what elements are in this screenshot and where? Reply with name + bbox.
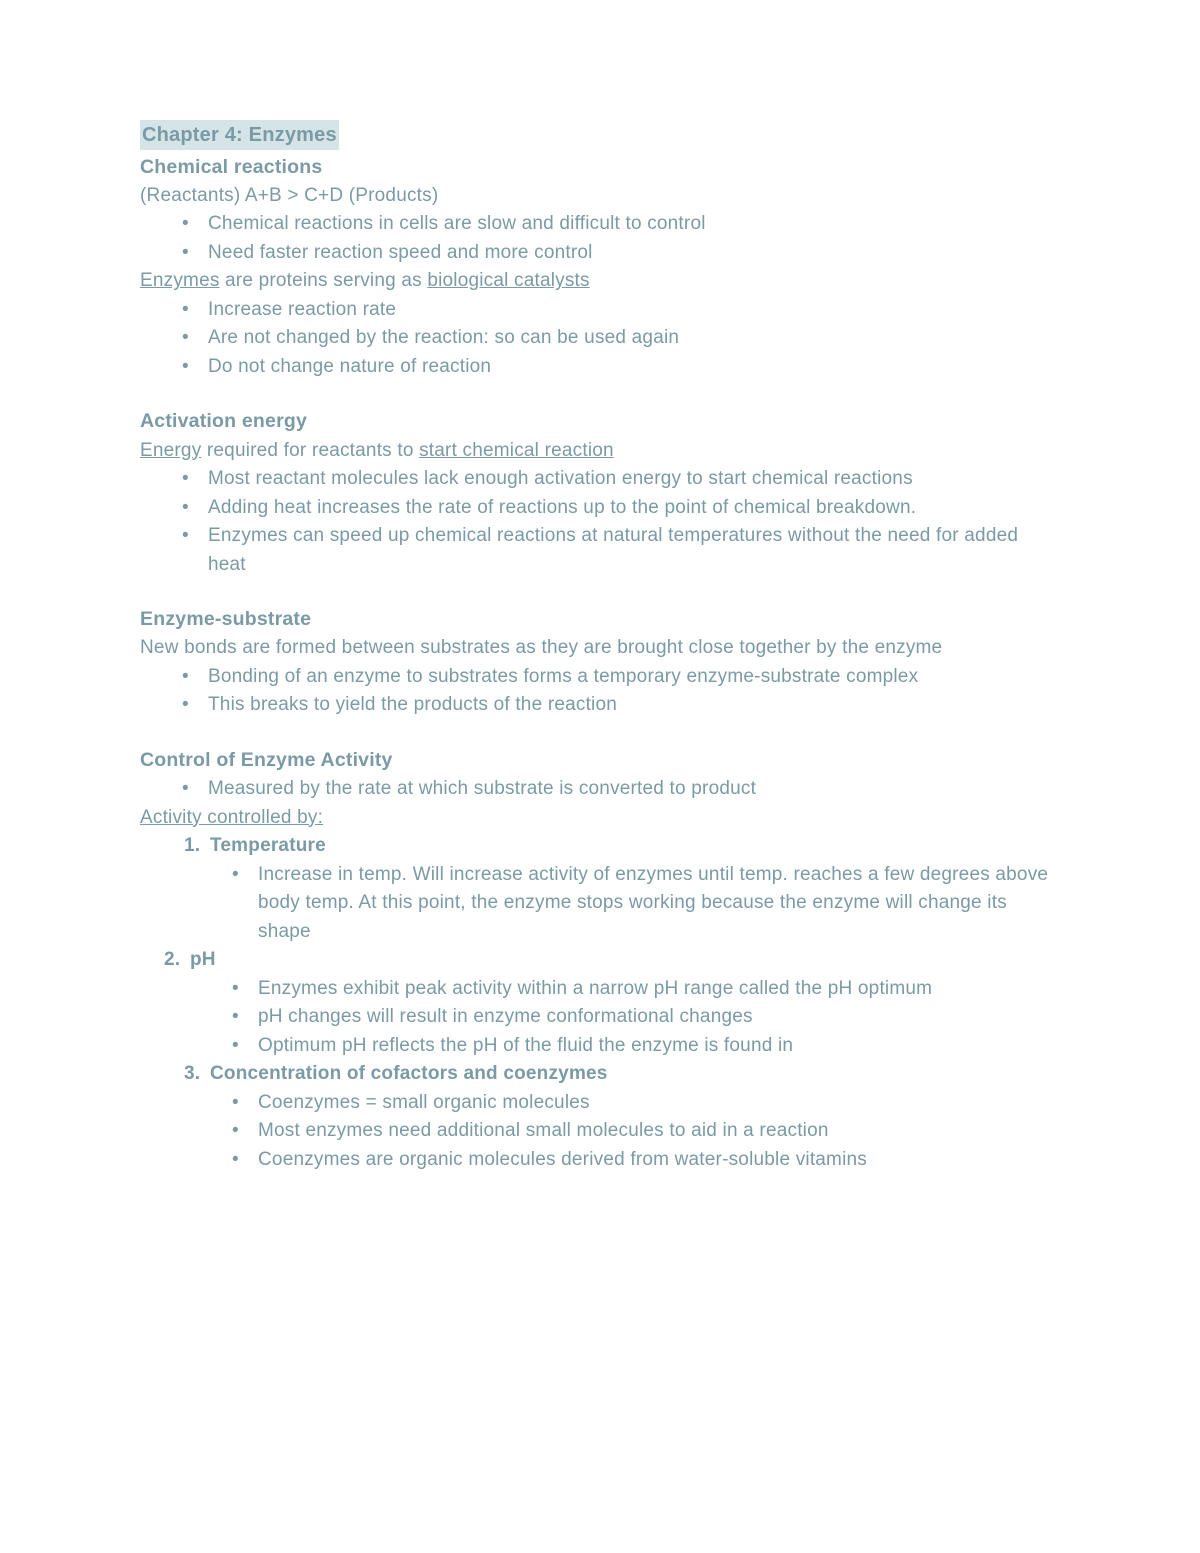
control-activity-list: Measured by the rate at which substrate … xyxy=(140,775,1060,804)
list-item: Increase reaction rate xyxy=(208,296,1060,325)
section-heading-chemical-reactions: Chemical reactions xyxy=(140,153,1060,182)
list-text: Enzymes can speed up chemical reactions … xyxy=(208,525,1018,575)
list-item: This breaks to yield the products of the… xyxy=(208,691,1060,720)
activation-energy-list: Most reactant molecules lack enough acti… xyxy=(140,465,1060,579)
chemical-reactions-list-2: Increase reaction rate Are not changed b… xyxy=(140,296,1060,382)
list-text: Increase in temp. Will increase activity… xyxy=(258,864,1048,942)
underline-start-reaction: start chemical reaction xyxy=(419,440,614,461)
ph-sublist: Enzymes exhibit peak activity within a n… xyxy=(140,975,1060,1061)
activity-controlled-by: Activity controlled by: xyxy=(140,804,1060,833)
list-text: Increase reaction rate xyxy=(208,299,396,320)
factor-cofactors: Concentration of cofactors and coenzymes xyxy=(190,1060,1060,1089)
list-item: Most enzymes need additional small molec… xyxy=(258,1117,1060,1146)
enzymes-definition: Enzymes are proteins serving as biologic… xyxy=(140,267,1060,296)
list-text: This breaks to yield the products of the… xyxy=(208,694,617,715)
underline-energy: Energy xyxy=(140,440,201,461)
equation-line: (Reactants) A+B > C+D (Products) xyxy=(140,182,1060,211)
control-factors-list: Temperature xyxy=(140,832,1060,861)
factor-label: Concentration of cofactors and coenzymes xyxy=(210,1063,608,1084)
list-text: Most reactant molecules lack enough acti… xyxy=(208,468,913,489)
factor-temperature: Temperature xyxy=(190,832,1060,861)
list-item: Chemical reactions in cells are slow and… xyxy=(208,210,1060,239)
enzyme-substrate-intro: New bonds are formed between substrates … xyxy=(140,634,1060,663)
section-heading-enzyme-substrate: Enzyme-substrate xyxy=(140,605,1060,634)
list-text: Adding heat increases the rate of reacti… xyxy=(208,497,916,518)
factor-ph: pH xyxy=(170,946,1060,975)
control-factors-list-2: pH xyxy=(140,946,1060,975)
list-text: Enzymes exhibit peak activity within a n… xyxy=(258,978,932,999)
chemical-reactions-list-1: Chemical reactions in cells are slow and… xyxy=(140,210,1060,267)
list-text: Optimum pH reflects the pH of the fluid … xyxy=(258,1035,793,1056)
section-heading-activation-energy: Activation energy xyxy=(140,407,1060,436)
list-item: Measured by the rate at which substrate … xyxy=(208,775,1060,804)
underline-activity: Activity controlled by: xyxy=(140,807,323,828)
list-text: Measured by the rate at which substrate … xyxy=(208,778,756,799)
list-item: Do not change nature of reaction xyxy=(208,353,1060,382)
list-text: Chemical reactions in cells are slow and… xyxy=(208,213,706,234)
list-text: Coenzymes are organic molecules derived … xyxy=(258,1149,867,1170)
control-factors-list-3: Concentration of cofactors and coenzymes xyxy=(140,1060,1060,1089)
list-item: Coenzymes are organic molecules derived … xyxy=(258,1146,1060,1175)
list-text: pH changes will result in enzyme conform… xyxy=(258,1006,753,1027)
factor-label: pH xyxy=(190,949,216,970)
list-text: Need faster reaction speed and more cont… xyxy=(208,242,593,263)
text: are proteins serving as xyxy=(220,270,428,291)
factor-label: Temperature xyxy=(210,835,326,856)
list-item: Enzymes can speed up chemical reactions … xyxy=(208,522,1060,579)
list-text: Coenzymes = small organic molecules xyxy=(258,1092,590,1113)
list-item: Coenzymes = small organic molecules xyxy=(258,1089,1060,1118)
text: required for reactants to xyxy=(201,440,419,461)
section-heading-control-enzyme-activity: Control of Enzyme Activity xyxy=(140,746,1060,775)
list-item: Increase in temp. Will increase activity… xyxy=(258,861,1060,947)
list-item: Most reactant molecules lack enough acti… xyxy=(208,465,1060,494)
list-item: Bonding of an enzyme to substrates forms… xyxy=(208,663,1060,692)
chapter-title: Chapter 4: Enzymes xyxy=(140,120,339,150)
cofactors-sublist: Coenzymes = small organic molecules Most… xyxy=(140,1089,1060,1175)
list-text: Bonding of an enzyme to substrates forms… xyxy=(208,666,918,687)
list-item: Adding heat increases the rate of reacti… xyxy=(208,494,1060,523)
list-item: Need faster reaction speed and more cont… xyxy=(208,239,1060,268)
underline-catalysts: biological catalysts xyxy=(427,270,589,291)
list-item: pH changes will result in enzyme conform… xyxy=(258,1003,1060,1032)
list-text: Do not change nature of reaction xyxy=(208,356,491,377)
list-item: Enzymes exhibit peak activity within a n… xyxy=(258,975,1060,1004)
list-item: Optimum pH reflects the pH of the fluid … xyxy=(258,1032,1060,1061)
list-text: Most enzymes need additional small molec… xyxy=(258,1120,829,1141)
temperature-sublist: Increase in temp. Will increase activity… xyxy=(140,861,1060,947)
underline-enzymes: Enzymes xyxy=(140,270,220,291)
activation-energy-definition: Energy required for reactants to start c… xyxy=(140,437,1060,466)
list-text: Are not changed by the reaction: so can … xyxy=(208,327,679,348)
list-item: Are not changed by the reaction: so can … xyxy=(208,324,1060,353)
enzyme-substrate-list: Bonding of an enzyme to substrates forms… xyxy=(140,663,1060,720)
